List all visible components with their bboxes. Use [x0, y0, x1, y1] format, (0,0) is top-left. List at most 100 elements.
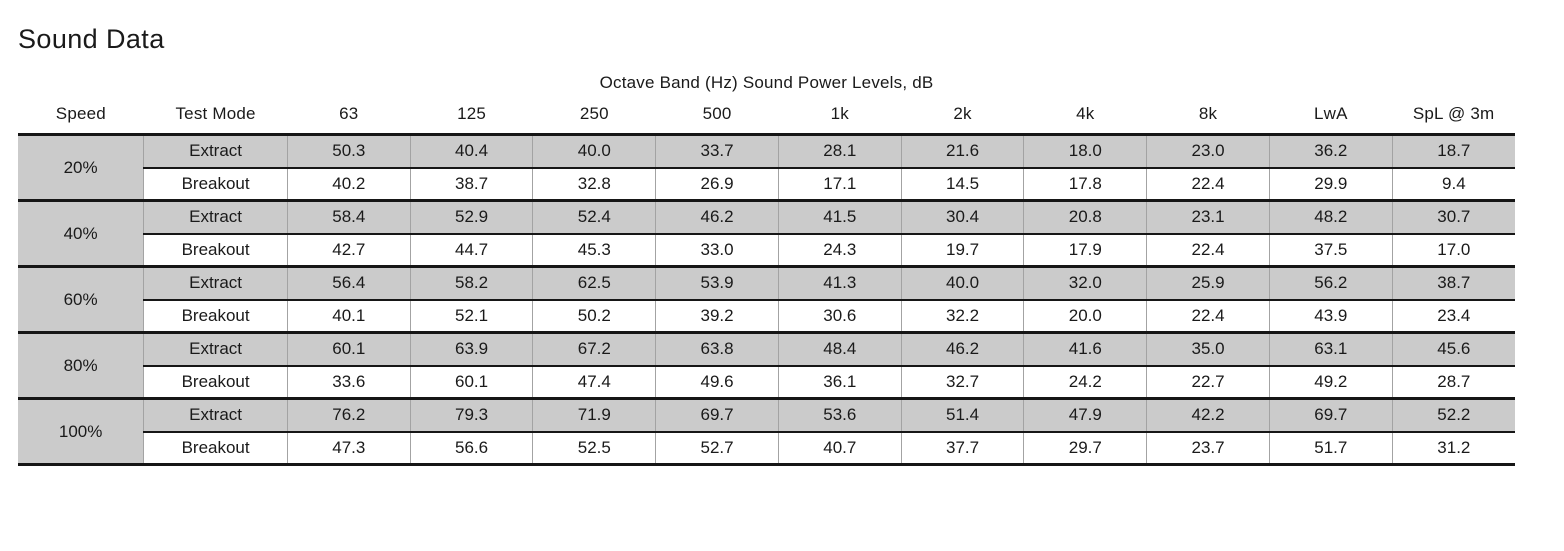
value-cell: 69.7: [655, 398, 779, 433]
value-cell: 45.6: [1391, 332, 1515, 367]
sound-table: Speed Test Mode 63 125 250 500 1k 2k 4k …: [18, 100, 1515, 466]
value-cell: 17.9: [1023, 233, 1147, 267]
column-header-2k: 2k: [901, 100, 1024, 136]
test-mode-cell: Breakout: [143, 365, 288, 399]
value-cell: 33.7: [655, 134, 779, 169]
speed-cell: 60%: [18, 266, 144, 334]
value-cell: 23.4: [1391, 299, 1515, 333]
table-subtitle: Octave Band (Hz) Sound Power Levels, dB: [599, 73, 934, 92]
value-cell: 38.7: [409, 167, 533, 201]
value-cell: 17.1: [777, 167, 902, 201]
value-cell: 76.2: [286, 398, 411, 433]
value-cell: 53.9: [655, 266, 779, 301]
table-row: Breakout 47.3 56.6 52.5 52.7 40.7 37.7 29.7 23.7…: [18, 431, 1515, 465]
value-cell: 32.2: [900, 299, 1024, 333]
value-cell: 36.1: [777, 365, 902, 399]
value-cell: 56.2: [1268, 266, 1393, 301]
table-row: 40% Extract 58.4 52.9 52.4 46.2 41.5 30.4 20.8 23…: [18, 200, 1515, 268]
value-cell: 36.2: [1268, 134, 1393, 169]
value-cell: 22.4: [1146, 167, 1270, 201]
value-cell: 21.6: [900, 134, 1024, 169]
value-cell: 60.1: [286, 332, 411, 367]
value-cell: 19.7: [900, 233, 1024, 267]
value-cell: 52.1: [409, 299, 533, 333]
speed-cell: 40%: [18, 200, 144, 268]
value-cell: 45.3: [532, 233, 656, 267]
value-cell: 52.9: [409, 200, 533, 235]
value-cell: 60.1: [409, 365, 533, 399]
test-mode-cell: Extract: [143, 398, 288, 433]
column-header-125: 125: [410, 100, 533, 136]
value-cell: 28.1: [777, 134, 902, 169]
value-cell: 41.6: [1023, 332, 1147, 367]
value-cell: 56.4: [286, 266, 411, 301]
value-cell: 32.8: [532, 167, 656, 201]
value-cell: 28.7: [1391, 365, 1515, 399]
value-cell: 9.4: [1391, 167, 1515, 201]
column-header-1k: 1k: [778, 100, 902, 136]
test-mode-cell: Extract: [143, 332, 288, 367]
value-cell: 52.2: [1391, 398, 1515, 433]
value-cell: 22.7: [1146, 365, 1270, 399]
speed-cell: 80%: [18, 332, 144, 400]
speed-group: 40% Extract 58.4 52.9 52.4 46.2 41.5 30.4 20.8 23…: [18, 200, 1515, 268]
value-cell: 62.5: [532, 266, 656, 301]
value-cell: 18.7: [1391, 134, 1515, 169]
value-cell: 23.7: [1146, 431, 1270, 465]
test-mode-cell: Extract: [143, 134, 288, 169]
value-cell: 37.7: [900, 431, 1024, 465]
table-row: Breakout 33.6 60.1 47.4 49.6 36.1 32.7 24.2 22.7…: [18, 365, 1515, 399]
speed-cell: 20%: [18, 134, 144, 202]
value-cell: 40.2: [286, 167, 411, 201]
test-mode-cell: Extract: [143, 200, 288, 235]
value-cell: 14.5: [900, 167, 1024, 201]
column-header-250: 250: [532, 100, 656, 136]
value-cell: 39.2: [655, 299, 779, 333]
value-cell: 29.7: [1023, 431, 1147, 465]
value-cell: 22.4: [1146, 233, 1270, 267]
test-mode-cell: Breakout: [143, 299, 288, 333]
value-cell: 37.5: [1268, 233, 1393, 267]
value-cell: 40.4: [409, 134, 533, 169]
speed-group: 20% Extract 50.3 40.4 40.0 33.7 28.1 21.6 18.0 23…: [18, 134, 1515, 202]
column-header-500: 500: [655, 100, 779, 136]
value-cell: 49.6: [655, 365, 779, 399]
value-cell: 48.2: [1268, 200, 1393, 235]
value-cell: 69.7: [1268, 398, 1393, 433]
value-cell: 25.9: [1146, 266, 1270, 301]
value-cell: 20.8: [1023, 200, 1147, 235]
value-cell: 40.0: [532, 134, 656, 169]
column-header-spl-3m: SpL @ 3m: [1392, 100, 1515, 136]
value-cell: 79.3: [409, 398, 533, 433]
value-cell: 35.0: [1146, 332, 1270, 367]
value-cell: 22.4: [1146, 299, 1270, 333]
value-cell: 48.4: [777, 332, 902, 367]
value-cell: 42.7: [286, 233, 411, 267]
value-cell: 32.0: [1023, 266, 1147, 301]
table-row: 20% Extract 50.3 40.4 40.0 33.7 28.1 21.6 18.0 23…: [18, 134, 1515, 202]
value-cell: 63.8: [655, 332, 779, 367]
value-cell: 53.6: [777, 398, 902, 433]
header-row: Speed Test Mode 63 125 250 500 1k 2k 4k …: [18, 100, 1515, 136]
column-header-4k: 4k: [1023, 100, 1147, 136]
page-title: Sound Data: [18, 24, 165, 54]
value-cell: 46.2: [655, 200, 779, 235]
value-cell: 63.9: [409, 332, 533, 367]
value-cell: 56.6: [409, 431, 533, 465]
value-cell: 63.1: [1268, 332, 1393, 367]
speed-group: 60% Extract 56.4 58.2 62.5 53.9 41.3 40.0 32.0 25…: [18, 266, 1515, 334]
value-cell: 38.7: [1391, 266, 1515, 301]
value-cell: 32.7: [900, 365, 1024, 399]
value-cell: 52.4: [532, 200, 656, 235]
value-cell: 24.3: [777, 233, 902, 267]
value-cell: 49.2: [1268, 365, 1393, 399]
value-cell: 50.3: [286, 134, 411, 169]
table-row: 60% Extract 56.4 58.2 62.5 53.9 41.3 40.0 32.0 25…: [18, 266, 1515, 334]
table-row: Breakout 40.2 38.7 32.8 26.9 17.1 14.5 17.8 22.4…: [18, 167, 1515, 201]
value-cell: 20.0: [1023, 299, 1147, 333]
value-cell: 67.2: [532, 332, 656, 367]
value-cell: 51.7: [1268, 431, 1393, 465]
test-mode-cell: Breakout: [143, 167, 288, 201]
value-cell: 41.5: [777, 200, 902, 235]
